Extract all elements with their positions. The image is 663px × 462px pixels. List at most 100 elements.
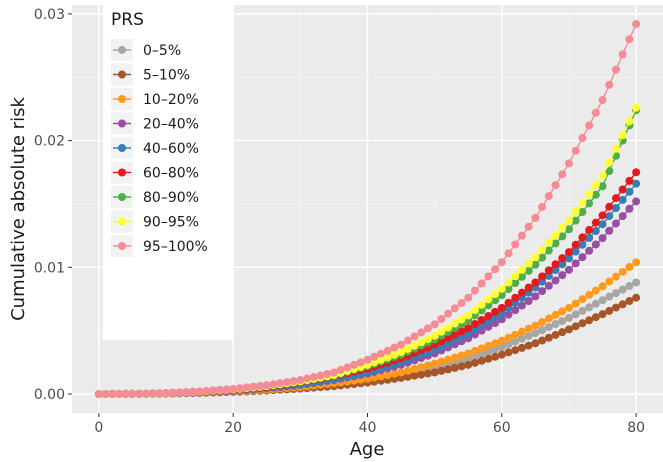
data-point [524, 283, 533, 292]
data-point [497, 315, 506, 324]
data-point [611, 65, 620, 74]
data-point [618, 267, 627, 276]
data-point [430, 359, 439, 368]
data-point [504, 298, 513, 307]
data-point [296, 376, 305, 385]
data-point [531, 329, 540, 338]
data-point [504, 333, 513, 342]
data-point [571, 240, 580, 249]
x-tick-label: 20 [224, 420, 242, 436]
data-point [504, 348, 513, 357]
data-point [632, 179, 641, 188]
data-point [632, 293, 641, 302]
data-point [605, 166, 614, 175]
legend-label: 0–5% [143, 43, 181, 59]
data-point [591, 108, 600, 117]
data-point [551, 260, 560, 269]
data-point [370, 358, 379, 367]
data-point [464, 360, 473, 369]
data-point [417, 363, 426, 372]
data-point [477, 349, 486, 358]
data-point [517, 334, 526, 343]
data-point [182, 387, 191, 396]
legend-key [111, 63, 133, 86]
data-point [632, 20, 641, 29]
data-point [598, 220, 607, 229]
data-point [383, 370, 392, 379]
data-point [444, 365, 453, 374]
data-point [477, 279, 486, 288]
data-point [551, 266, 560, 275]
data-point [538, 202, 547, 211]
data-point [578, 134, 587, 143]
data-point [403, 336, 412, 345]
data-point [585, 189, 594, 198]
data-point [155, 389, 164, 398]
data-point [323, 369, 332, 378]
data-point [578, 198, 587, 207]
data-point [491, 319, 500, 328]
data-point [477, 344, 486, 353]
data-point [477, 356, 486, 365]
data-point [564, 325, 573, 334]
data-point [605, 158, 614, 167]
data-point [544, 238, 553, 247]
legend-label: 20–40% [143, 117, 199, 133]
data-point [491, 265, 500, 274]
data-point [544, 323, 553, 332]
data-point [625, 282, 634, 291]
data-point [484, 311, 493, 320]
data-point [591, 299, 600, 308]
x-axis-title: Age [350, 439, 385, 460]
y-tick-label: 0.01 [34, 260, 65, 276]
data-point [632, 197, 641, 206]
data-point [477, 326, 486, 335]
data-point [370, 352, 379, 361]
data-point [551, 181, 560, 190]
data-point [625, 263, 634, 272]
data-point [450, 353, 459, 362]
data-point [215, 385, 224, 394]
data-point [538, 336, 547, 345]
data-point [632, 278, 641, 287]
data-point [531, 321, 540, 330]
x-tick-label: 80 [627, 420, 645, 436]
data-point [457, 315, 466, 324]
data-point [598, 310, 607, 319]
data-point [578, 233, 587, 242]
data-point [444, 355, 453, 364]
data-point [598, 296, 607, 305]
data-point [531, 213, 540, 222]
data-point [591, 240, 600, 249]
data-point [571, 310, 580, 319]
legend-key [111, 186, 133, 208]
data-point [376, 355, 385, 364]
legend-key-point [118, 242, 126, 250]
data-point [497, 291, 506, 300]
data-point [504, 310, 513, 319]
data-point [470, 320, 479, 329]
data-point [585, 316, 594, 325]
data-point [511, 330, 520, 339]
data-point [383, 346, 392, 355]
data-point [551, 320, 560, 329]
data-point [397, 348, 406, 357]
legend-label: 90–95% [143, 215, 199, 231]
data-point [437, 366, 446, 375]
legend-label: 60–80% [143, 166, 199, 182]
data-point [504, 285, 513, 294]
data-point [578, 253, 587, 262]
data-point [531, 292, 540, 301]
data-point [484, 322, 493, 331]
data-point [430, 331, 439, 340]
data-point [571, 207, 580, 216]
data-point [437, 337, 446, 346]
data-point [558, 232, 567, 241]
data-point [141, 389, 150, 398]
data-point [558, 328, 567, 337]
data-point [551, 310, 560, 319]
data-point [343, 363, 352, 372]
data-point [423, 361, 432, 370]
data-point [209, 386, 218, 395]
